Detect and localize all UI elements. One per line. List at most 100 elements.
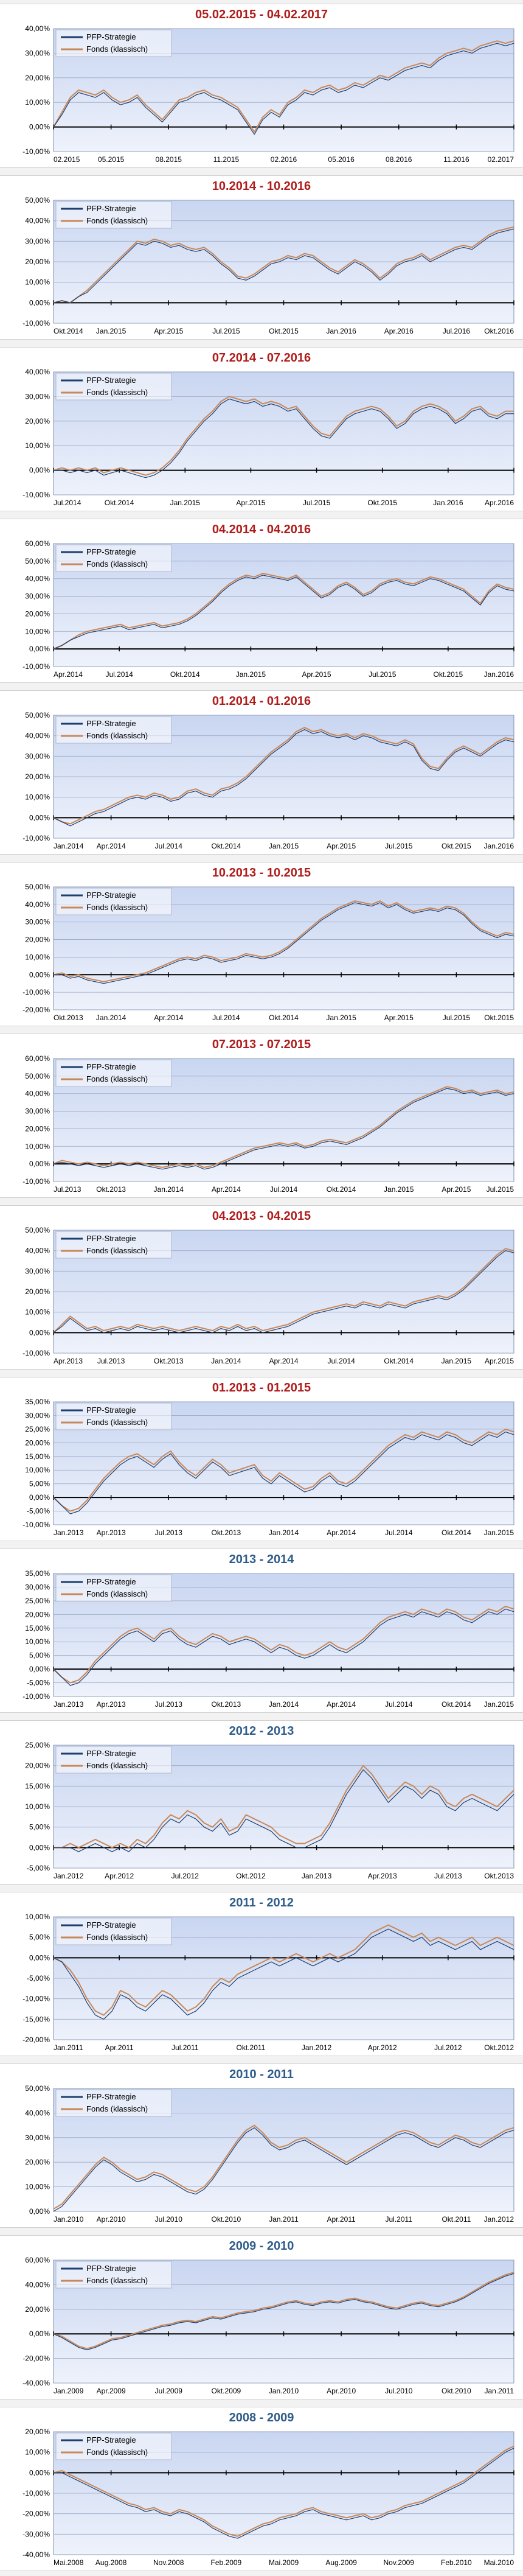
line-chart: -20,00% -15,00% -10,00% -5,00% 0,00% 5,00% 10,… xyxy=(23,1913,514,2052)
y-tick-label: -10,00% xyxy=(23,1349,50,1357)
y-tick-label: 20,00% xyxy=(25,2428,50,2436)
x-tick-label: Okt.2011 xyxy=(442,2215,471,2224)
y-tick-label: 20,00% xyxy=(25,2158,50,2166)
y-tick-label: 30,00% xyxy=(25,752,50,760)
chart-panel: 2010 - 2011 0,00% 10,00% 20,00% 30,00% 40,00%… xyxy=(0,2063,523,2228)
y-tick-label: 30,00% xyxy=(25,1107,50,1116)
y-tick-label: 10,00% xyxy=(25,2183,50,2191)
x-tick-label: Apr.2016 xyxy=(384,327,414,335)
line-chart: -10,00% 0,00% 10,00% 20,00% 30,00% 40,00% 02.2… xyxy=(23,25,514,164)
legend-box xyxy=(55,201,172,229)
y-tick-label: 60,00% xyxy=(25,540,50,548)
x-tick-label: Jul.2015 xyxy=(385,842,413,850)
chart-panel: 07.2014 - 07.2016 -10,00% 0,00% 10,00% 20,00… xyxy=(0,347,523,511)
x-tick-label: Apr.2016 xyxy=(485,499,514,507)
x-tick-label: Apr.2014 xyxy=(54,670,83,679)
y-tick-label: -5,00% xyxy=(27,1864,50,1872)
y-tick-label: 5,00% xyxy=(29,1651,50,1660)
line-chart: -40,00% -30,00% -20,00% -10,00% 0,00% 10,00% 2… xyxy=(23,2428,514,2567)
line-chart: -10,00% 0,00% 10,00% 20,00% 30,00% 40,00% 50,0… xyxy=(23,712,514,850)
y-tick-label: 30,00% xyxy=(25,592,50,601)
chart-panel: 04.2013 - 04.2015 -10,00% 0,00% 10,00% 20,00… xyxy=(0,1205,523,1370)
legend-label-strategie: PFP-Strategie xyxy=(86,32,136,41)
x-tick-label: 08.2016 xyxy=(386,155,412,164)
legend: PFP-Strategie Fonds (klassisch) xyxy=(55,29,172,57)
x-tick-label: Jul.2011 xyxy=(386,2215,413,2224)
y-tick-label: 40,00% xyxy=(25,575,50,583)
legend-label-fonds: Fonds (klassisch) xyxy=(86,1246,148,1255)
legend-box xyxy=(55,1917,172,1945)
y-tick-label: 20,00% xyxy=(25,609,50,618)
y-tick-label: 50,00% xyxy=(25,197,50,205)
series-line-fonds xyxy=(53,727,514,825)
legend-box xyxy=(55,1059,172,1087)
x-tick-label: Jan.2012 xyxy=(484,2215,514,2224)
y-tick-label: 10,00% xyxy=(25,98,50,107)
x-tick-label: Apr.2009 xyxy=(97,2387,126,2395)
y-tick-label: -10,00% xyxy=(23,1995,50,2003)
legend-label-fonds: Fonds (klassisch) xyxy=(86,216,148,225)
series-line-strategie xyxy=(53,228,514,303)
x-tick-label: Apr.2014 xyxy=(154,1013,183,1022)
x-tick-label: Okt.2015 xyxy=(367,499,397,507)
y-tick-label: -10,00% xyxy=(23,834,50,842)
y-tick-label: -10,00% xyxy=(23,147,50,156)
x-tick-label: 02.2016 xyxy=(271,155,297,164)
x-tick-label: Jan.2010 xyxy=(54,2215,84,2224)
legend-label-strategie: PFP-Strategie xyxy=(86,2435,136,2445)
y-tick-label: 50,00% xyxy=(25,1072,50,1080)
y-tick-label: 0,00% xyxy=(29,1843,50,1852)
legend-label-strategie: PFP-Strategie xyxy=(86,1234,136,1243)
x-tick-label: Apr.2014 xyxy=(327,1528,356,1537)
chart-title: 2011 - 2012 xyxy=(229,1896,294,1909)
legend: PFP-Strategie Fonds (klassisch) xyxy=(55,716,172,744)
x-tick-label: Apr.2013 xyxy=(368,1872,397,1880)
y-tick-label: -20,00% xyxy=(23,2035,50,2044)
chart-panel: 01.2013 - 01.2015 -10,00% -5,00% 0,00% 5,00%… xyxy=(0,1377,523,1541)
chart-title: 07.2013 - 07.2015 xyxy=(212,1038,311,1051)
y-tick-label: 20,00% xyxy=(25,1287,50,1296)
series-line-fonds xyxy=(53,396,514,476)
x-tick-label: Feb.2009 xyxy=(211,2558,242,2567)
series-line-fonds xyxy=(53,2272,514,2350)
y-tick-label: 40,00% xyxy=(25,1247,50,1255)
series-line-strategie xyxy=(54,398,514,478)
y-tick-label: 40,00% xyxy=(25,25,50,33)
y-tick-label: -10,00% xyxy=(23,1521,50,1529)
y-tick-label: 10,00% xyxy=(25,1142,50,1150)
y-tick-label: 10,00% xyxy=(25,1308,50,1317)
x-tick-label: Jul.2015 xyxy=(369,670,397,679)
y-tick-label: 40,00% xyxy=(25,217,50,225)
legend-label-fonds: Fonds (klassisch) xyxy=(86,2104,148,2113)
y-tick-label: 40,00% xyxy=(25,732,50,740)
y-tick-label: -10,00% xyxy=(23,319,50,327)
chart-title: 2010 - 2011 xyxy=(229,2068,294,2081)
y-tick-label: -20,00% xyxy=(23,2354,50,2363)
x-tick-label: Jan.2015 xyxy=(384,1185,414,1194)
x-tick-label: Apr.2015 xyxy=(154,327,183,335)
x-tick-label: Jan.2012 xyxy=(54,1872,84,1880)
x-tick-label: Jan.2015 xyxy=(484,1700,514,1709)
x-tick-label: Jan.2011 xyxy=(485,2387,514,2395)
legend: PFP-Strategie Fonds (klassisch) xyxy=(55,2261,172,2289)
x-tick-label: Jan.2016 xyxy=(484,842,514,850)
x-tick-label: Okt.2014 xyxy=(269,1013,299,1022)
legend: PFP-Strategie Fonds (klassisch) xyxy=(55,373,172,401)
y-tick-label: 25,00% xyxy=(25,1741,50,1749)
x-tick-label: Jul.2016 xyxy=(443,327,471,335)
x-tick-label: Jul.2015 xyxy=(212,327,240,335)
y-tick-label: 15,00% xyxy=(25,1782,50,1790)
x-tick-label: Okt.2010 xyxy=(442,2387,471,2395)
chart-title: 07.2014 - 07.2016 xyxy=(212,351,311,365)
y-tick-label: 10,00% xyxy=(25,1913,50,1921)
y-tick-label: 5,00% xyxy=(29,1823,50,1832)
y-tick-label: 30,00% xyxy=(25,392,50,401)
x-tick-label: Jul.2014 xyxy=(270,1185,298,1194)
x-tick-label: Jan.2015 xyxy=(484,1528,514,1537)
x-tick-label: Jul.2013 xyxy=(97,1357,125,1365)
y-tick-label: 0,00% xyxy=(29,1953,50,1962)
y-tick-label: 5,00% xyxy=(29,1933,50,1942)
y-tick-label: 20,00% xyxy=(25,1438,50,1447)
series-line-strategie xyxy=(53,1928,514,2020)
legend-label-strategie: PFP-Strategie xyxy=(86,376,136,385)
